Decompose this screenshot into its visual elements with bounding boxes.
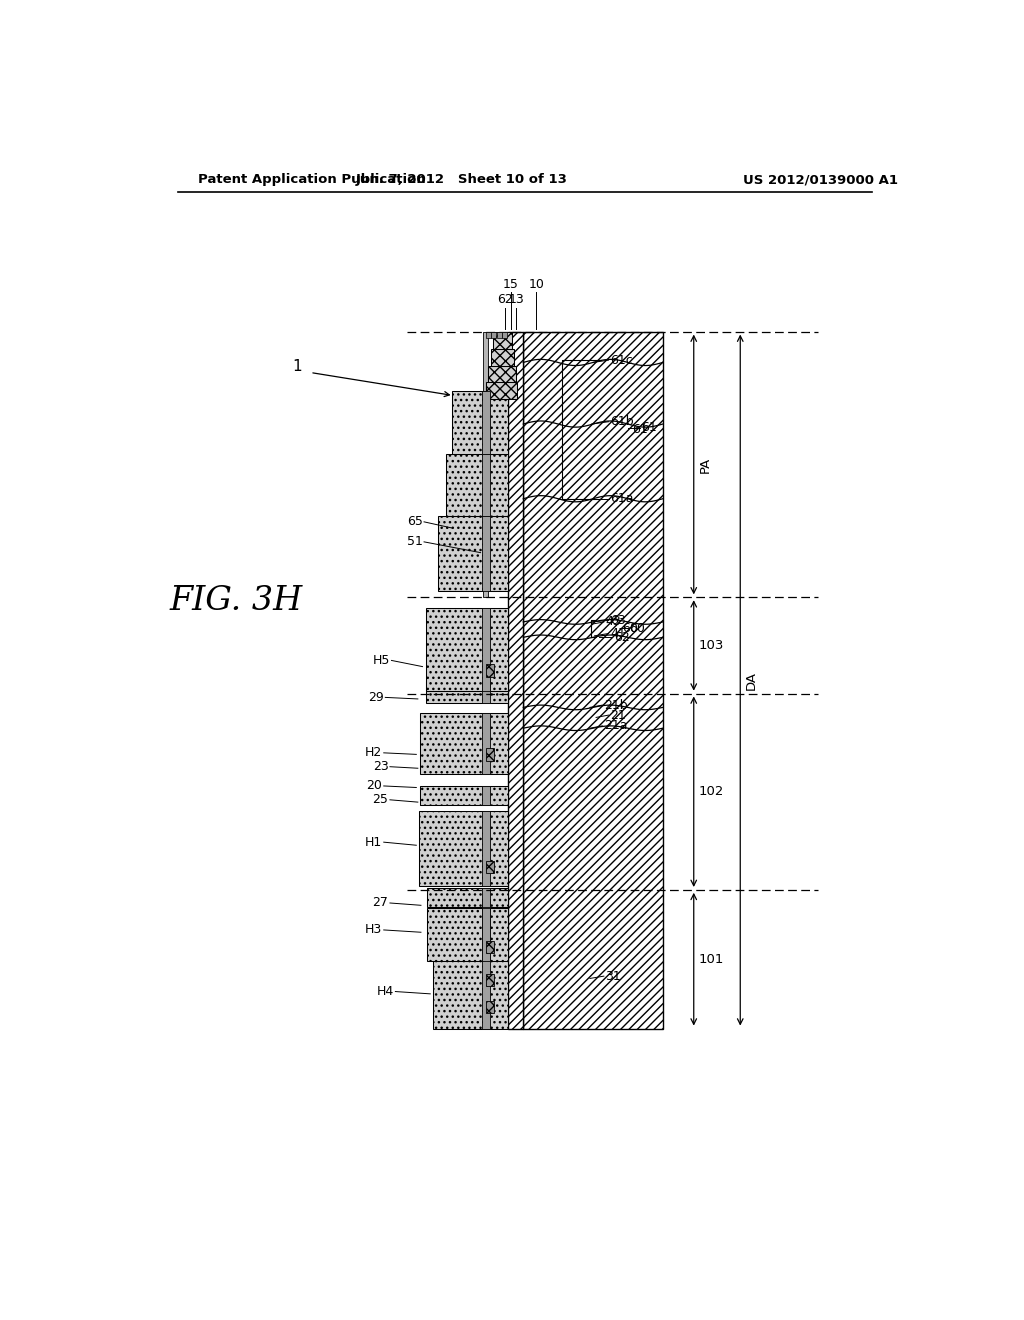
Bar [483, 331, 487, 598]
Bar [482, 887, 489, 907]
Bar [493, 331, 512, 348]
Bar [486, 974, 494, 986]
Bar [486, 383, 517, 400]
Bar [486, 664, 494, 677]
Text: 23: 23 [373, 760, 388, 774]
Text: 15: 15 [503, 277, 519, 290]
Text: Jun. 7, 2012   Sheet 10 of 13: Jun. 7, 2012 Sheet 10 of 13 [355, 173, 567, 186]
Text: 63: 63 [610, 614, 626, 627]
Text: 62: 62 [498, 293, 513, 306]
Bar [433, 899, 508, 1028]
Text: FIG. 3H: FIG. 3H [170, 585, 303, 618]
Text: 10: 10 [528, 277, 545, 290]
Text: 101: 101 [698, 953, 724, 966]
Bar [482, 899, 489, 1028]
Bar [482, 908, 489, 961]
Text: 20: 20 [367, 779, 382, 792]
Bar [486, 941, 494, 953]
Bar [492, 331, 496, 338]
Text: 62: 62 [614, 631, 630, 644]
Text: 61b: 61b [610, 416, 634, 428]
Text: 27: 27 [373, 896, 388, 909]
Text: 65: 65 [407, 515, 423, 528]
Bar [486, 1001, 494, 1014]
Text: 41: 41 [610, 627, 626, 640]
Text: 51: 51 [407, 536, 423, 548]
Text: 21a: 21a [604, 719, 628, 733]
Bar [482, 516, 489, 591]
Bar [427, 887, 508, 907]
Bar [482, 391, 489, 454]
Bar [438, 516, 508, 591]
Text: 60: 60 [623, 622, 638, 635]
Bar [426, 609, 508, 692]
Bar [482, 785, 489, 805]
Text: 60: 60 [630, 622, 645, 635]
Text: 29: 29 [368, 690, 384, 704]
Text: H3: H3 [365, 924, 382, 936]
Text: 102: 102 [698, 785, 724, 799]
Bar [486, 861, 494, 873]
Text: 21: 21 [610, 709, 626, 722]
Text: DA: DA [744, 671, 758, 689]
Bar [508, 331, 523, 1028]
Bar [503, 331, 507, 338]
Bar [490, 348, 514, 366]
Text: 43: 43 [605, 615, 622, 628]
Text: 61c: 61c [610, 354, 633, 367]
Bar [482, 810, 489, 886]
Bar [486, 331, 490, 338]
Bar [445, 454, 508, 516]
Text: 13: 13 [508, 293, 524, 306]
Text: 1: 1 [292, 359, 302, 374]
Text: H4: H4 [377, 985, 394, 998]
Bar [427, 908, 508, 961]
Text: 25: 25 [373, 793, 388, 807]
Bar [488, 366, 515, 383]
Bar [482, 454, 489, 516]
Bar [420, 713, 508, 775]
Text: 61: 61 [641, 421, 656, 434]
Text: H5: H5 [373, 653, 390, 667]
Text: H2: H2 [365, 746, 382, 759]
Text: 61a: 61a [610, 492, 634, 506]
Text: Patent Application Publication: Patent Application Publication [198, 173, 426, 186]
Bar [426, 681, 508, 702]
Bar [482, 713, 489, 775]
Text: 103: 103 [698, 639, 724, 652]
Text: PA: PA [698, 457, 712, 473]
Text: H1: H1 [365, 836, 382, 849]
Bar [482, 609, 489, 692]
Bar [452, 391, 508, 454]
Bar [419, 810, 508, 886]
Text: 31: 31 [605, 970, 622, 982]
Bar [523, 331, 663, 1028]
Text: 61: 61 [632, 422, 647, 436]
Bar [482, 681, 489, 702]
Bar [486, 748, 494, 760]
Text: 21b: 21b [604, 698, 628, 711]
Bar [420, 785, 508, 805]
Text: US 2012/0139000 A1: US 2012/0139000 A1 [742, 173, 898, 186]
Bar [497, 331, 502, 338]
